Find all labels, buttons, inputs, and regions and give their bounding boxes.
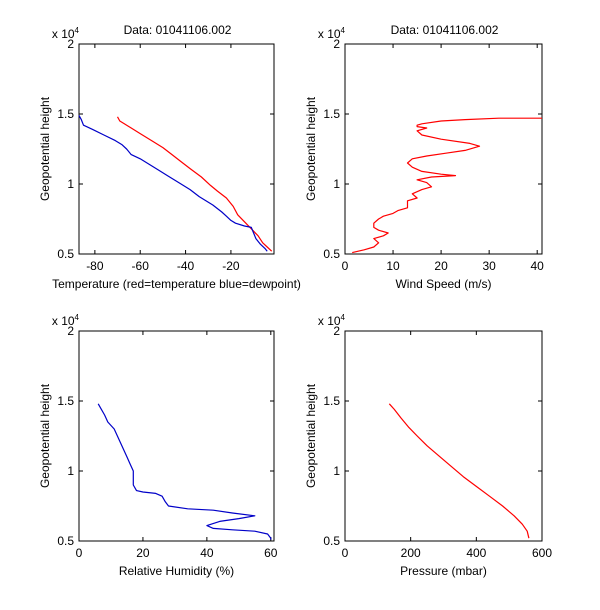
relative-humidity-axes-box [78,330,275,542]
pressure-ytick-label: 2 [333,324,340,338]
temperature-y-exponent-base: x 10 [52,27,75,41]
relative-humidity-ytick-label: 0.5 [57,534,74,548]
wind-speed-xtick-label: 40 [531,259,545,273]
wind-speed-xtick-label: 0 [342,259,349,273]
wind-speed-title: Data: 01041106.002 [391,23,499,37]
temperature-y-exponent-power: 4 [75,26,80,35]
wind-speed-y-exponent: x 104 [318,26,346,41]
temperature-xtick-label: -40 [177,259,195,273]
relative-humidity-ytick-label: 2 [67,324,74,338]
pressure-ytick-label: 1.5 [323,394,340,408]
wind-speed-ytick-label: 2 [333,37,340,51]
temperature-ytick-label: 1 [67,177,74,191]
relative-humidity-xtick-label: 0 [76,546,83,560]
wind-speed-series-wind-speed [352,117,542,254]
pressure-ylabel: Geopotential height [304,383,318,488]
pressure-y-exponent-base: x 10 [318,314,341,328]
relative-humidity-xlabel: Relative Humidity (%) [119,564,234,578]
wind-speed-ytick-label: 0.5 [323,247,340,261]
pressure-xtick-label: 0 [342,546,349,560]
pressure-y-exponent-power: 4 [341,313,346,322]
relative-humidity-y-exponent-base: x 10 [52,314,75,328]
wind-speed-chart: 0 10 20 30 40 0.5 1 1.5 2x 104 Data: 01041106.002… [304,23,544,291]
relative-humidity-ylabel: Geopotential height [38,383,52,488]
relative-humidity-xtick-label: 40 [200,546,214,560]
temperature-ytick-label: 1.5 [57,107,74,121]
pressure-ytick-label: 0.5 [323,534,340,548]
wind-speed-ytick-label: 1 [333,177,340,191]
relative-humidity-ytick-label: 1.5 [57,394,74,408]
pressure-xtick-label: 400 [466,546,486,560]
temperature-axes-box [78,43,275,255]
wind-speed-xtick-label: 10 [386,259,400,273]
pressure-xlabel: Pressure (mbar) [400,564,487,578]
temperature-y-exponent: x 104 [52,26,80,41]
pressure-xtick-label: 200 [401,546,421,560]
temperature-series-dewpoint [78,115,268,252]
temperature-series-temperature [116,116,273,252]
temperature-xtick-label: -20 [222,259,240,273]
temperature-ytick-label: 0.5 [57,247,74,261]
relative-humidity-y-exponent: x 104 [52,313,80,328]
pressure-chart: 0 200 400 600 0.5 1 1.5 2x 104 Pressure (mbar) Ge… [304,313,552,578]
wind-speed-y-exponent-power: 4 [341,26,346,35]
relative-humidity-ytick-label: 1 [67,464,74,478]
pressure-y-exponent: x 104 [318,313,346,328]
relative-humidity-series-relative-humidity [97,403,272,540]
wind-speed-ytick-label: 1.5 [323,107,340,121]
temperature-xlabel: Temperature (red=temperature blue=dewpoi… [52,277,301,291]
temperature-title: Data: 01041106.002 [124,23,232,37]
pressure-axes-box [344,330,543,542]
relative-humidity-xtick-label: 60 [264,546,278,560]
wind-speed-xlabel: Wind Speed (m/s) [395,277,491,291]
wind-speed-xtick-label: 30 [482,259,496,273]
wind-speed-xtick-label: 20 [434,259,448,273]
temperature-chart: -80 -60 -40 -20 0.5 1 1.5 2x 104 Data: 01041106.… [38,23,301,291]
temperature-xtick-label: -60 [132,259,150,273]
wind-speed-y-exponent-base: x 10 [318,27,341,41]
wind-speed-ylabel: Geopotential height [304,96,318,201]
temperature-ylabel: Geopotential height [38,96,52,201]
pressure-series-pressure [388,403,530,539]
relative-humidity-xtick-label: 20 [136,546,150,560]
relative-humidity-y-exponent-power: 4 [75,313,80,322]
pressure-ytick-label: 1 [333,464,340,478]
temperature-ytick-label: 2 [67,37,74,51]
wind-speed-axes-box [344,43,543,255]
temperature-xtick-label: -80 [86,259,104,273]
relative-humidity-chart: 0 20 40 60 0.5 1 1.5 2x 104 Relative Humidity (%… [38,313,278,578]
pressure-xtick-label: 600 [532,546,552,560]
